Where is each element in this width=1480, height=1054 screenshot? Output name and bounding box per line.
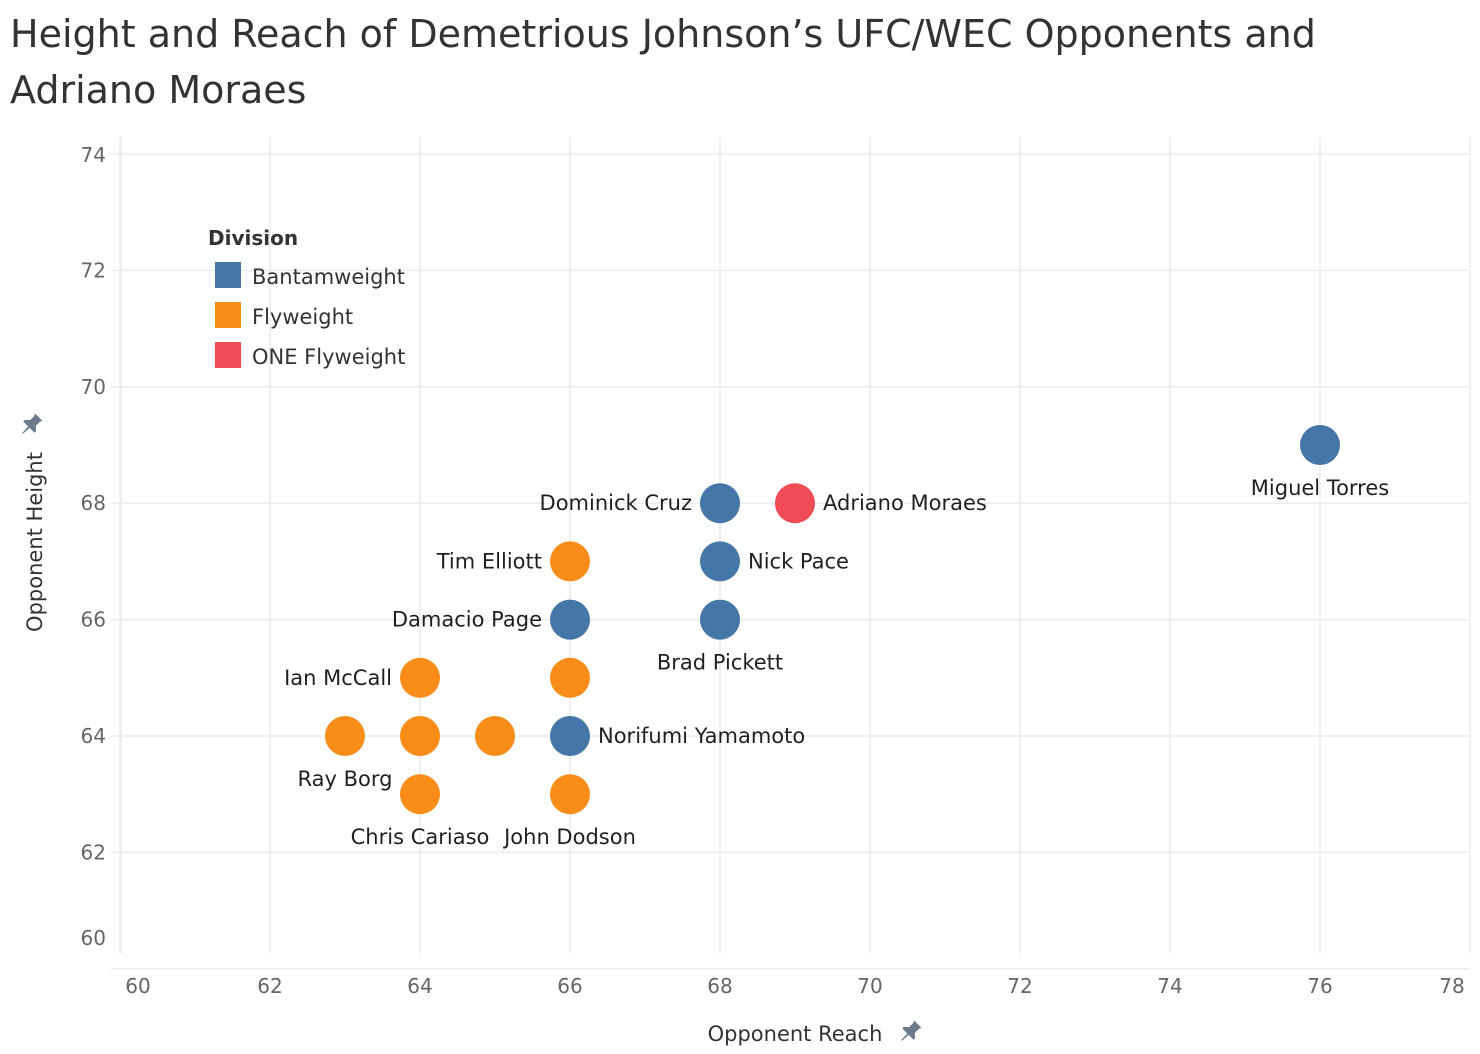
- x-axis-ticks: 60 62 64 66 68 70 72 74 76 78: [125, 974, 1464, 998]
- y-axis-ticks: 60 62 64 66 68 70 72 74: [81, 143, 106, 950]
- legend-title: Division: [208, 226, 298, 250]
- x-tick-label: 72: [1007, 974, 1032, 998]
- data-point[interactable]: [400, 774, 440, 815]
- x-tick-label: 60: [125, 974, 150, 998]
- y-tick-label: 70: [81, 375, 106, 399]
- y-axis-title: Opponent Height: [23, 452, 47, 632]
- data-point[interactable]: [775, 483, 815, 524]
- y-axis-title-group[interactable]: Opponent Height: [17, 412, 47, 632]
- y-tick-label: 72: [81, 258, 106, 282]
- legend[interactable]: Division Bantamweight Flyweight ONE Flywei…: [208, 226, 405, 369]
- data-label: Miguel Torres: [1251, 476, 1389, 500]
- grid: [111, 137, 1471, 970]
- data-label: Nick Pace: [748, 549, 849, 573]
- data-point[interactable]: [550, 657, 590, 698]
- data-points: [325, 425, 1340, 815]
- legend-label: ONE Flyweight: [252, 345, 405, 369]
- legend-label: Flyweight: [252, 305, 353, 329]
- legend-items: Bantamweight Flyweight ONE Flyweight: [215, 262, 405, 369]
- data-label: Chris Cariaso: [351, 825, 490, 849]
- data-point[interactable]: [550, 599, 590, 640]
- x-tick-label: 74: [1157, 974, 1182, 998]
- data-label: John Dodson: [502, 825, 636, 849]
- y-tick-label: 74: [81, 143, 106, 167]
- data-point[interactable]: [700, 541, 740, 582]
- data-point[interactable]: [325, 716, 365, 756]
- x-tick-label: 64: [407, 974, 432, 998]
- x-axis-title-group[interactable]: Opponent Reach: [708, 1019, 924, 1047]
- x-tick-label: 76: [1307, 974, 1332, 998]
- y-tick-label: 60: [81, 926, 106, 950]
- legend-label: Bantamweight: [252, 265, 405, 289]
- data-point[interactable]: [400, 716, 440, 756]
- x-tick-label: 78: [1439, 974, 1464, 998]
- data-label: Dominick Cruz: [540, 491, 692, 515]
- x-tick-label: 66: [557, 974, 582, 998]
- legend-swatch: [215, 262, 241, 288]
- data-point[interactable]: [550, 541, 590, 582]
- y-tick-label: 66: [81, 608, 106, 632]
- y-tick-label: 68: [81, 491, 106, 515]
- data-point[interactable]: [1300, 425, 1340, 465]
- data-point[interactable]: [400, 657, 440, 698]
- data-label: Norifumi Yamamoto: [598, 724, 805, 748]
- data-point[interactable]: [475, 716, 515, 756]
- data-point[interactable]: [700, 483, 740, 524]
- pin-icon[interactable]: [896, 1019, 924, 1047]
- chart-title: Height and Reach of Demetrious Johnson’s…: [10, 12, 1316, 112]
- data-label: Ian McCall: [284, 666, 392, 690]
- data-label: Brad Pickett: [657, 651, 783, 675]
- x-tick-label: 62: [257, 974, 282, 998]
- data-label: Adriano Moraes: [823, 491, 987, 515]
- data-point[interactable]: [550, 774, 590, 815]
- legend-swatch: [215, 342, 241, 368]
- pin-icon[interactable]: [17, 412, 45, 440]
- y-tick-label: 64: [81, 724, 106, 748]
- x-tick-label: 70: [857, 974, 882, 998]
- y-tick-label: 62: [81, 840, 106, 864]
- data-label: Damacio Page: [392, 608, 542, 632]
- data-label: Ray Borg: [298, 767, 393, 791]
- data-point[interactable]: [700, 599, 740, 640]
- x-tick-label: 68: [707, 974, 732, 998]
- data-labels: Miguel Torres Dominick Cruz Adriano Moraes…: [284, 476, 1389, 849]
- data-label: Tim Elliott: [436, 549, 542, 573]
- legend-swatch: [215, 302, 241, 328]
- data-point[interactable]: [550, 716, 590, 756]
- x-axis-title: Opponent Reach: [708, 1022, 883, 1046]
